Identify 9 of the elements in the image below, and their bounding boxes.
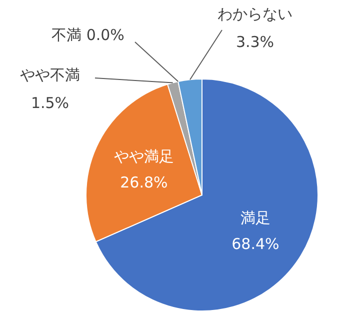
slice-label: やや満足 xyxy=(114,148,174,166)
slice-label: やや不満 xyxy=(20,66,80,84)
slice-label: 満足 xyxy=(240,208,270,227)
data-label: 1.5% xyxy=(30,94,70,112)
data-label: 68.4% xyxy=(232,234,280,253)
data-label: 26.8% xyxy=(120,174,168,192)
slice-label: わからない xyxy=(218,5,292,23)
category-label: 不満 0.0% xyxy=(52,26,124,44)
data-label: 3.3% xyxy=(236,33,274,51)
